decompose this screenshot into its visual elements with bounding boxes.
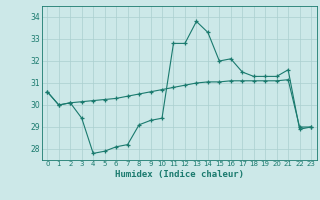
X-axis label: Humidex (Indice chaleur): Humidex (Indice chaleur) <box>115 170 244 179</box>
